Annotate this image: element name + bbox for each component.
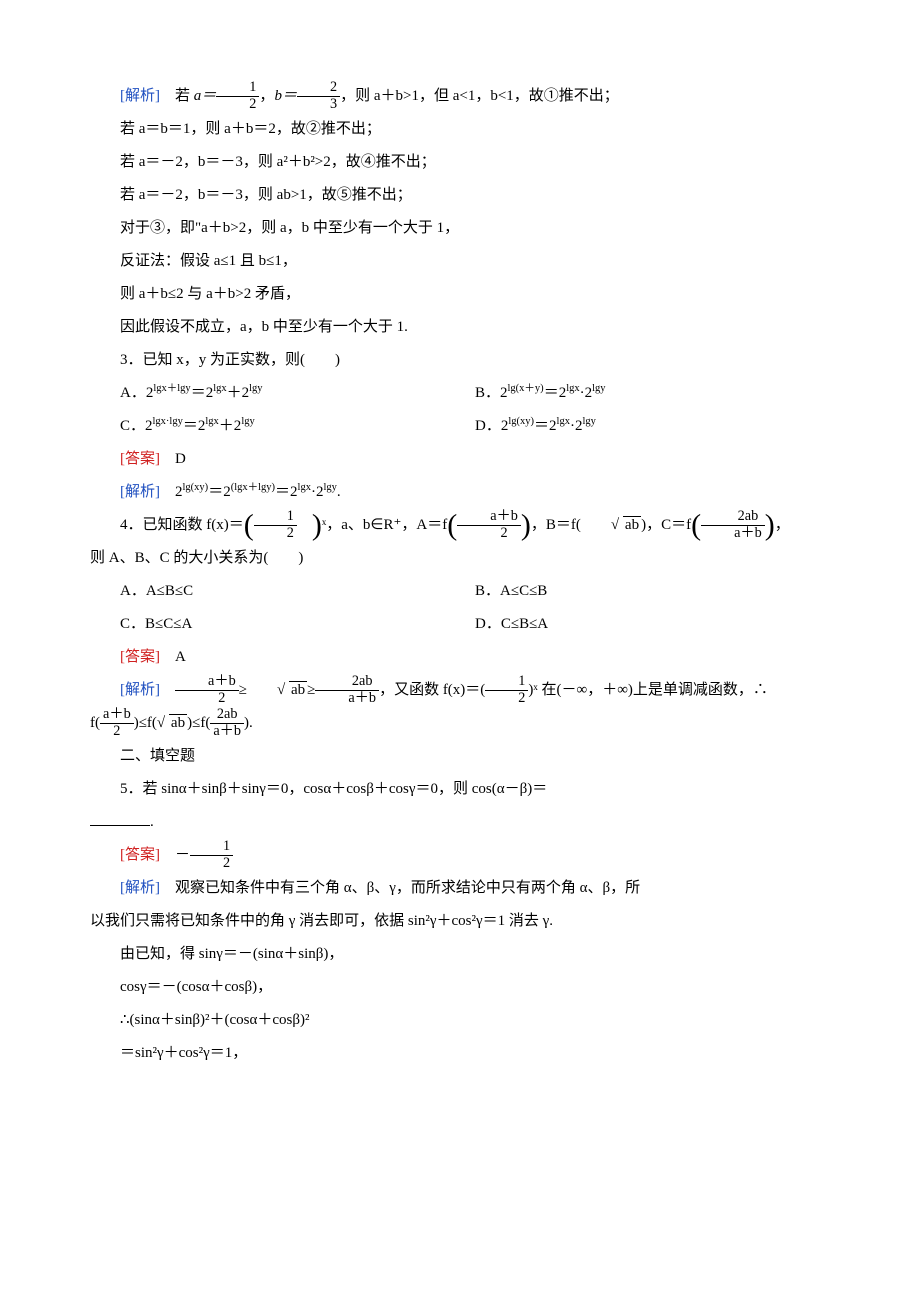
q2-analysis-l5: 对于③，即"a＋b>2，则 a，b 中至少有一个大于 1，: [90, 212, 830, 245]
q5-analysis-l2: 以我们只需将已知条件中的角 γ 消去即可，依据 sin²γ＋cos²γ＝1 消去…: [90, 905, 830, 938]
q4-optD: D．C≤B≤A: [475, 608, 830, 641]
q4-analysis-l1: [解析] a＋b2≥ab≥2aba＋b，又函数 f(x)＝(12)ˣ 在(－∞，…: [90, 674, 830, 707]
q2-analysis-l1: [解析] 若 a＝12，b＝23，则 a＋b>1，但 a<1，b<1，故①推不出…: [90, 80, 830, 113]
q5-analysis-l4: cosγ＝－(cosα＋cosβ)，: [90, 971, 830, 1004]
q5-stem-l1: 5．若 sinα＋sinβ＋sinγ＝0，cosα＋cosβ＋cosγ＝0，则 …: [90, 773, 830, 806]
blank-underline: [90, 825, 150, 826]
q5-answer: [答案] －12: [90, 839, 830, 872]
q4-answer: [答案] A: [90, 641, 830, 674]
q3-optD: D．2lg(xy)＝2lgx·2lgy: [475, 410, 830, 443]
q4-analysis-l2: f(a＋b2)≤f(ab)≤f(2aba＋b).: [90, 707, 830, 740]
q5-analysis-l3: 由已知，得 sinγ＝－(sinα＋sinβ)，: [90, 938, 830, 971]
q4-stem-l2: 则 A、B、C 的大小关系为( ): [90, 542, 830, 575]
q2-analysis-l3: 若 a＝－2，b＝－3，则 a²＋b²>2，故④推不出；: [90, 146, 830, 179]
q4-optC: C．B≤C≤A: [120, 608, 475, 641]
q4-optB: B．A≤C≤B: [475, 575, 830, 608]
frac-1-2: 12: [216, 80, 259, 112]
q3-optA: A．2lgx＋lgy＝2lgx＋2lgy: [120, 377, 475, 410]
q2-analysis-l2: 若 a＝b＝1，则 a＋b＝2，故②推不出；: [90, 113, 830, 146]
q2-analysis-l7: 则 a＋b≤2 与 a＋b>2 矛盾，: [90, 278, 830, 311]
q3-answer: [答案] D: [90, 443, 830, 476]
q3-analysis: [解析] 2lg(xy)＝2(lgx＋lgy)＝2lgx·2lgy.: [90, 476, 830, 509]
q4-optA: A．A≤B≤C: [120, 575, 475, 608]
q2-analysis-l4: 若 a＝－2，b＝－3，则 ab>1，故⑤推不出；: [90, 179, 830, 212]
q3-optC: C．2lgx·lgy＝2lgx＋2lgy: [120, 410, 475, 443]
q5-analysis-l1: [解析] 观察已知条件中有三个角 α、β、γ，而所求结论中只有两个角 α、β，所: [90, 872, 830, 905]
q2-analysis-l8: 因此假设不成立，a，b 中至少有一个大于 1.: [90, 311, 830, 344]
q5-analysis-l5: ∴(sinα＋sinβ)²＋(cosα＋cosβ)²: [90, 1004, 830, 1037]
q3-options-row1: A．2lgx＋lgy＝2lgx＋2lgy B．2lg(x＋y)＝2lgx·2lg…: [120, 377, 830, 410]
analysis-label: [解析]: [120, 88, 160, 104]
q2-analysis-l6: 反证法：假设 a≤1 且 b≤1，: [90, 245, 830, 278]
q4-stem-l1: 4．已知函数 f(x)＝(12 )ˣ，a、b∈R⁺，A＝f(a＋b2)，B＝f(…: [90, 509, 830, 542]
q3-optB: B．2lg(x＋y)＝2lgx·2lgy: [475, 377, 830, 410]
q5-stem-l2: .: [90, 806, 830, 839]
q3-stem: 3．已知 x，y 为正实数，则( ): [90, 344, 830, 377]
q5-analysis-l6: ＝sin²γ＋cos²γ＝1，: [90, 1037, 830, 1070]
frac-2-3: 23: [297, 80, 340, 112]
q4-options-row1: A．A≤B≤C B．A≤C≤B: [120, 575, 830, 608]
q3-options-row2: C．2lgx·lgy＝2lgx＋2lgy D．2lg(xy)＝2lgx·2lgy: [120, 410, 830, 443]
section-fill-blank: 二、填空题: [90, 740, 830, 773]
q4-options-row2: C．B≤C≤A D．C≤B≤A: [120, 608, 830, 641]
